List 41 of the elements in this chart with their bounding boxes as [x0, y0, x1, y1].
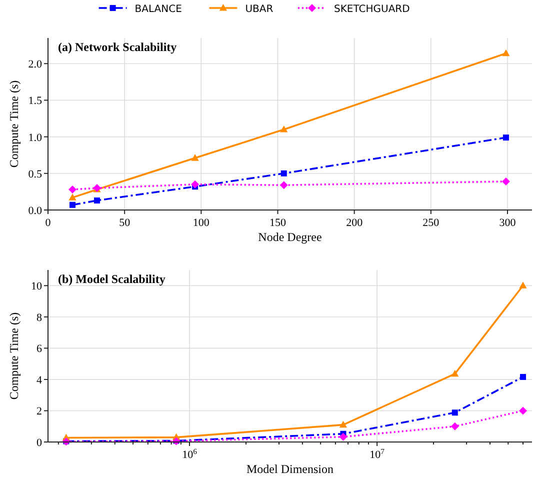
y-tick-label: 2	[36, 406, 42, 418]
x-tick-label: 10$^{6}$	[182, 446, 198, 461]
point	[502, 177, 510, 186]
y-tick-label: 8	[36, 312, 42, 324]
y-tick-label: 0	[36, 437, 42, 449]
y-tick-label: 2.0	[28, 58, 42, 71]
y-tick-label: 10	[31, 280, 42, 293]
point	[280, 181, 288, 190]
chart-title: (a) Network Scalability	[58, 40, 177, 54]
y-axis-title: Compute Time (s)	[7, 312, 21, 400]
y-tick-label: 1.0	[28, 132, 42, 144]
point	[94, 197, 100, 204]
legend-label: UBAR	[245, 4, 274, 15]
point	[68, 194, 76, 200]
y-tick-label: 4	[36, 374, 42, 386]
y-tick-label: 0.0	[28, 205, 42, 217]
point	[280, 170, 287, 176]
x-axis-title: Model Dimension	[246, 462, 334, 476]
x-tick-label: 100	[192, 217, 210, 229]
x-tick-label: 150	[269, 217, 286, 229]
y-tick-label: 0.5	[28, 168, 42, 180]
y-tick-label: 6	[36, 343, 42, 356]
chart-title: (b) Model Scalability	[58, 272, 166, 286]
point	[502, 49, 510, 56]
point	[191, 180, 200, 188]
point	[68, 186, 77, 194]
x-axis-title: Node Degree	[258, 230, 322, 244]
point	[70, 202, 76, 208]
point	[280, 125, 288, 132]
x-tick-label: 10$^{7}$	[370, 446, 385, 461]
y-axis-title: Compute Time (s)	[7, 80, 21, 168]
point	[191, 154, 199, 161]
x-tick-label: 50	[119, 217, 131, 229]
point	[502, 134, 509, 141]
x-tick-label: 250	[422, 217, 440, 229]
x-tick-label: 0	[45, 217, 52, 229]
y-tick-label: 1.5	[28, 95, 42, 108]
x-tick-label: 300	[499, 217, 516, 229]
legend-label: BALANCE	[134, 4, 182, 15]
legend-label: SKETCHGUARD	[334, 4, 410, 15]
x-tick-label: 200	[346, 217, 364, 229]
